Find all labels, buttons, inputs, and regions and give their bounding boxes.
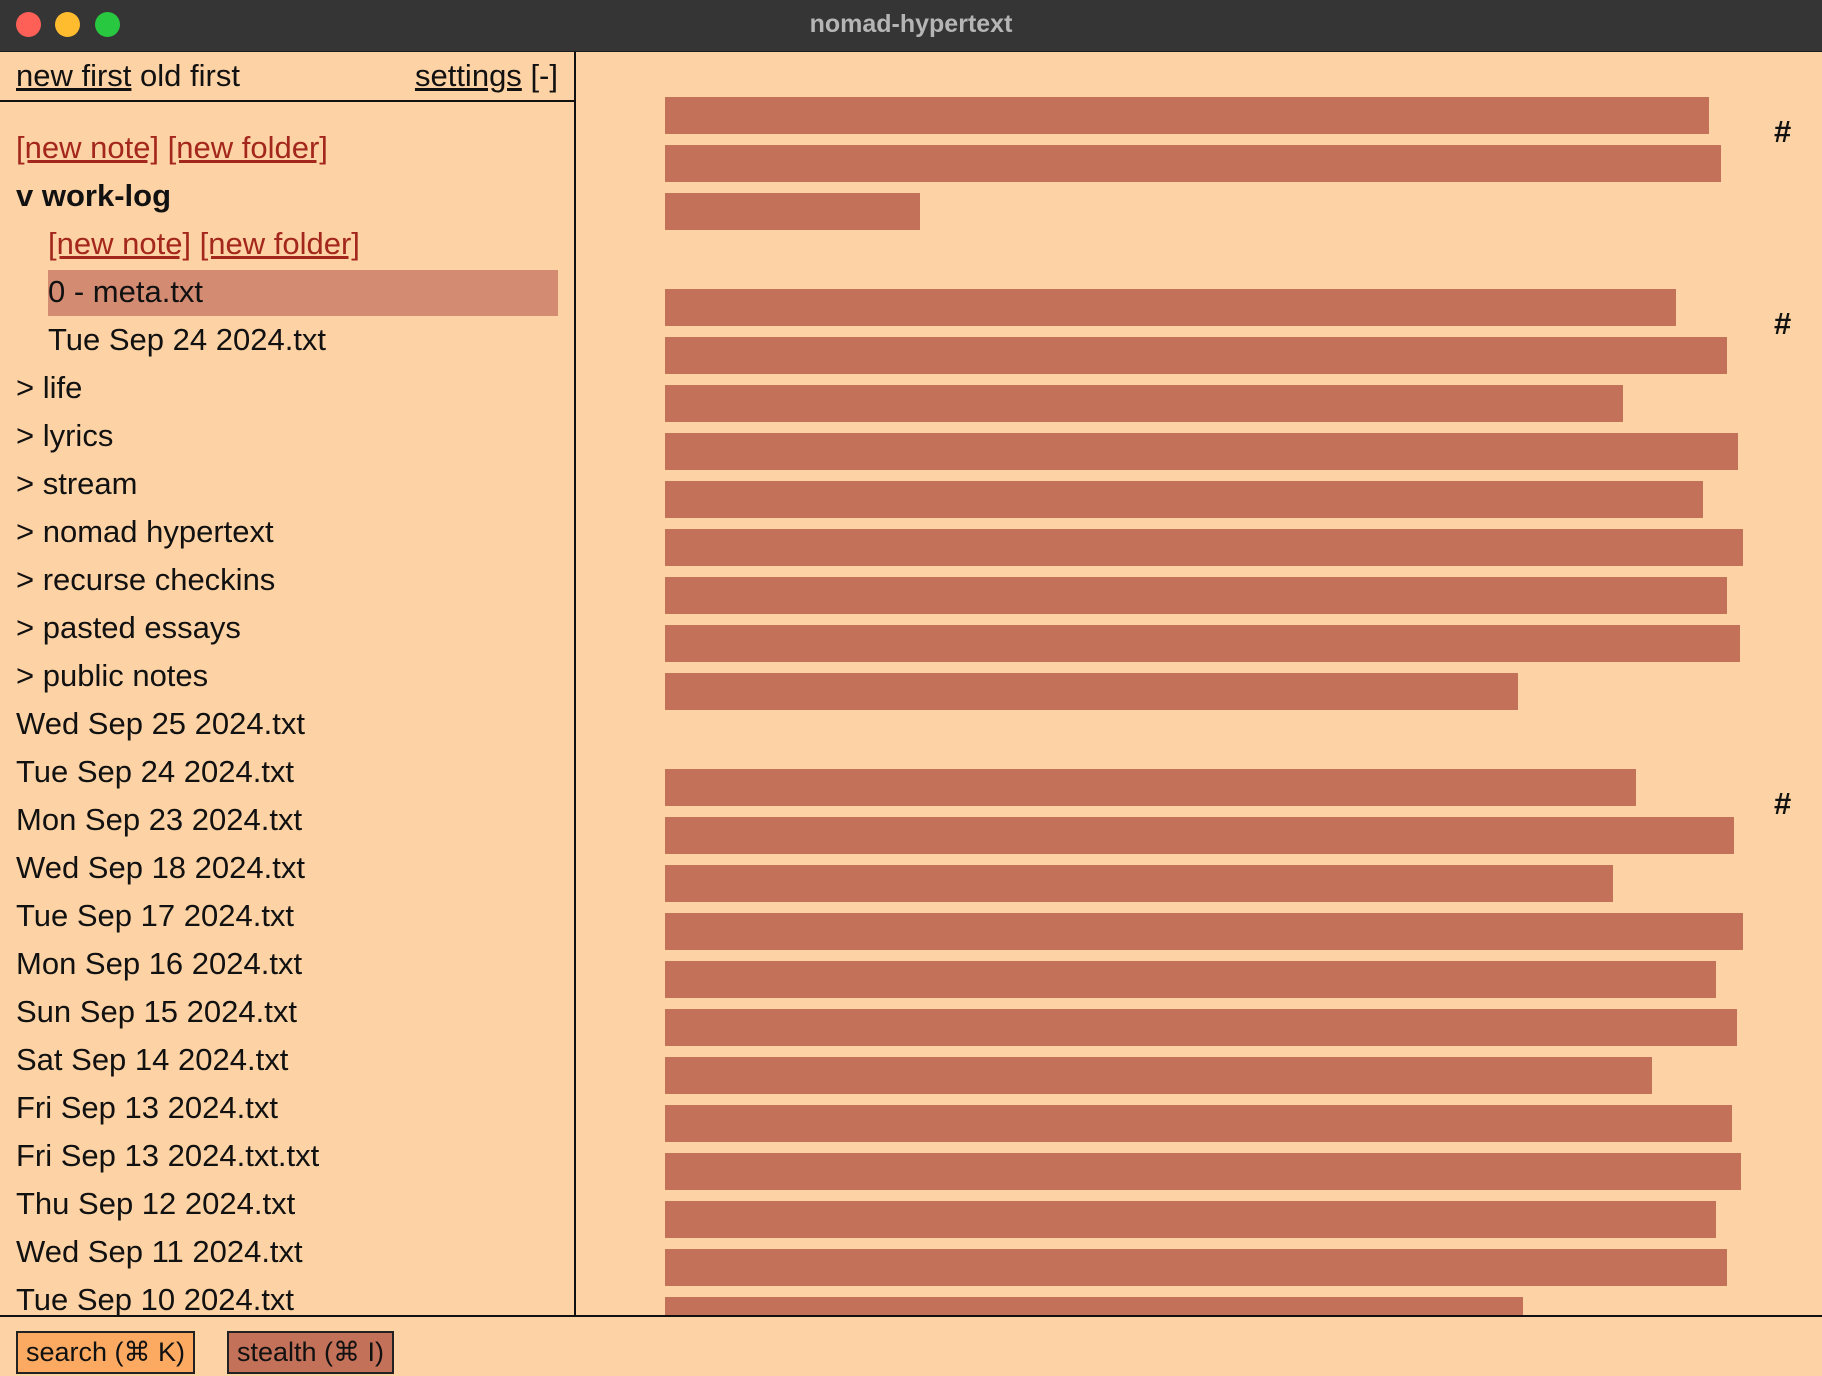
paragraph-marker[interactable]: # [1774, 306, 1792, 341]
folder-work-log[interactable]: v work-log [16, 178, 172, 213]
redacted-text-line [665, 865, 1613, 902]
stealth-toggle-button[interactable]: stealth (⌘ I) [227, 1331, 395, 1374]
redacted-text-line [665, 769, 1636, 806]
folder-item[interactable]: > pasted essays [16, 610, 241, 645]
redacted-text-line [665, 961, 1716, 998]
file-item[interactable]: Tue Sep 24 2024.txt [16, 754, 295, 789]
paragraph-marker[interactable]: # [1774, 786, 1792, 821]
sidebar-header: new first old first settings [-] [0, 52, 574, 102]
sort-new-first-link[interactable]: new first [16, 58, 132, 93]
redacted-text-line [665, 1249, 1727, 1286]
sidebar: new first old first settings [-] [new no… [0, 52, 576, 1315]
redacted-text-line [665, 289, 1676, 326]
redacted-text-line [665, 1105, 1732, 1142]
folder-item[interactable]: > recurse checkins [16, 562, 276, 597]
file-item[interactable]: Wed Sep 18 2024.txt [16, 850, 305, 885]
title-bar: nomad-hypertext [0, 0, 1822, 52]
sidebar-header-right: settings [-] [415, 58, 558, 94]
redacted-text-line [665, 1297, 1523, 1315]
folder-new-folder-link[interactable]: [new folder] [199, 226, 360, 261]
settings-link[interactable]: settings [414, 58, 522, 93]
close-window-button[interactable] [16, 12, 41, 37]
file-item[interactable]: Wed Sep 25 2024.txt [16, 706, 305, 741]
file-item[interactable]: Thu Sep 12 2024.txt [16, 1186, 296, 1221]
paragraph-marker[interactable]: # [1774, 114, 1792, 149]
root-new-note-link[interactable]: [new note] [16, 130, 160, 165]
search-button[interactable]: search (⌘ K) [16, 1331, 196, 1374]
file-item[interactable]: Tue Sep 24 2024.txt [48, 322, 327, 357]
redacted-text-line [665, 913, 1743, 950]
file-item-selected[interactable]: 0 - meta.txt [0, 268, 574, 316]
redacted-text-line [665, 385, 1623, 422]
redacted-text-line [665, 577, 1727, 614]
selection-highlight [48, 270, 558, 316]
paragraph-block [665, 289, 1743, 721]
redacted-text-line [665, 529, 1743, 566]
minimize-window-button[interactable] [55, 12, 80, 37]
file-item[interactable]: Sun Sep 15 2024.txt [16, 994, 297, 1029]
redacted-text-line [665, 433, 1738, 470]
redacted-text-line [665, 1201, 1716, 1238]
redacted-text-line [665, 625, 1740, 662]
window-title: nomad-hypertext [809, 10, 1013, 38]
folder-item[interactable]: > nomad hypertext [16, 514, 274, 549]
file-item[interactable]: Wed Sep 11 2024.txt [16, 1234, 303, 1269]
file-item[interactable]: Tue Sep 10 2024.txt [16, 1282, 295, 1315]
note-editor[interactable]: # # # [576, 52, 1822, 1315]
collapse-sidebar-button[interactable]: [-] [530, 58, 558, 93]
paragraph-block [665, 769, 1743, 1315]
file-item[interactable]: Fri Sep 13 2024.txt [16, 1090, 278, 1125]
file-item-label: 0 - meta.txt [48, 274, 204, 309]
folder-new-note-link[interactable]: [new note] [48, 226, 192, 261]
sort-old-first-link[interactable]: old first [140, 58, 240, 93]
file-item[interactable]: Mon Sep 16 2024.txt [16, 946, 303, 981]
folder-item[interactable]: > stream [16, 466, 138, 501]
redacted-text-line [665, 193, 920, 230]
root-actions: [new note] [new folder] [0, 124, 574, 172]
bottom-bar: search (⌘ K) stealth (⌘ I) [0, 1315, 1822, 1376]
zoom-window-button[interactable] [95, 12, 120, 37]
file-item[interactable]: Tue Sep 17 2024.txt [16, 898, 295, 933]
file-item[interactable]: Mon Sep 23 2024.txt [16, 802, 303, 837]
sort-controls: new first old first [16, 58, 240, 94]
work-log-actions: [new note] [new folder] [0, 220, 574, 268]
folder-item[interactable]: > lyrics [16, 418, 114, 453]
file-item[interactable]: Fri Sep 13 2024.txt.txt [16, 1138, 320, 1173]
redacted-text-line [665, 1057, 1652, 1094]
root-new-folder-link[interactable]: [new folder] [167, 130, 328, 165]
folder-item[interactable]: > life [16, 370, 83, 405]
redacted-text-line [665, 337, 1727, 374]
redacted-text-line [665, 673, 1518, 710]
file-item[interactable]: Sat Sep 14 2024.txt [16, 1042, 289, 1077]
file-tree: [new note] [new folder] v work-log [new … [0, 124, 574, 1315]
redacted-text-line [665, 817, 1734, 854]
redacted-text-line [665, 1009, 1737, 1046]
paragraph-block [665, 97, 1721, 241]
redacted-text-line [665, 145, 1721, 182]
folder-item[interactable]: > public notes [16, 658, 209, 693]
redacted-text-line [665, 1153, 1741, 1190]
redacted-text-line [665, 97, 1709, 134]
redacted-text-line [665, 481, 1703, 518]
